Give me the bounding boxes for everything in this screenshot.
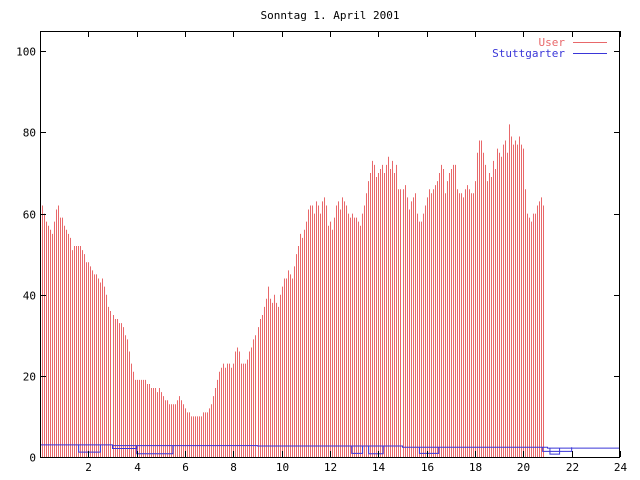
x-tick-label: 22 [566, 461, 579, 474]
x-tick-label: 14 [372, 461, 386, 474]
stuttgarter-dip [78, 444, 101, 453]
y-tick-label: 60 [23, 209, 36, 222]
stuttgarter-dip [549, 448, 561, 455]
user-bars [40, 124, 544, 457]
x-tick-label: 18 [469, 461, 482, 474]
x-tick-label: 8 [230, 461, 237, 474]
x-tick-label: 16 [421, 461, 434, 474]
y-tick-label: 20 [23, 371, 36, 384]
x-tick-label: 24 [614, 461, 628, 474]
y-tick-label: 40 [23, 290, 36, 303]
y-tick-label: 0 [29, 452, 36, 465]
stuttgarter-dip [351, 446, 364, 454]
legend-label-stuttgarter: Stuttgarter [492, 47, 565, 60]
stuttgarter-series [40, 444, 620, 455]
legend-label-user: User [539, 36, 566, 49]
stuttgarter-dip [418, 447, 440, 454]
y-axis: 0 20 40 60 80 100 [16, 46, 620, 465]
stuttgarter-dip [368, 446, 384, 455]
x-tick-label: 10 [276, 461, 289, 474]
x-axis: 2 4 6 8 10 12 14 16 18 20 22 24 [85, 31, 627, 474]
x-tick-label: 20 [517, 461, 530, 474]
y-tick-label: 80 [23, 127, 36, 140]
x-tick-label: 4 [134, 461, 141, 474]
x-tick-label: 2 [85, 461, 92, 474]
y-tick-label: 100 [16, 46, 36, 59]
stuttgarter-line [40, 444, 620, 449]
chart-title: Sonntag 1. April 2001 [260, 9, 399, 22]
stuttgarter-dip [542, 447, 573, 452]
x-tick-label: 6 [182, 461, 189, 474]
stuttgarter-dip [136, 445, 174, 455]
legend: User Stuttgarter [492, 36, 607, 60]
x-tick-label: 12 [324, 461, 337, 474]
